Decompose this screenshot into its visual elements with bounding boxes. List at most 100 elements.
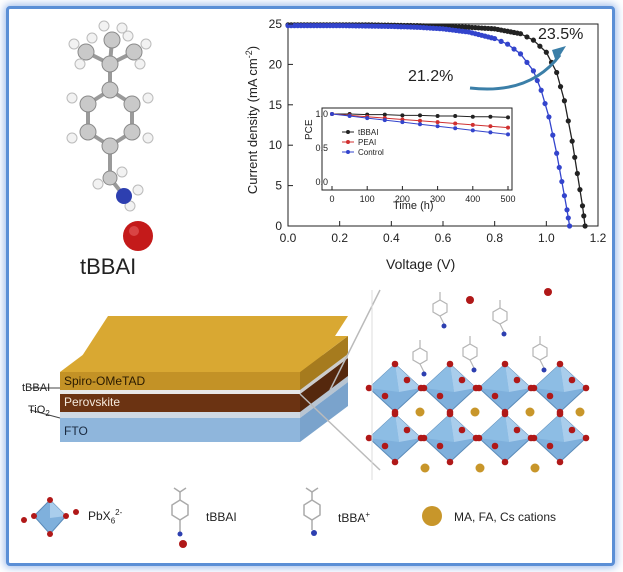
inset-legend-marker xyxy=(346,150,350,154)
jv-data-point xyxy=(504,41,511,47)
jv-data-point xyxy=(581,213,587,219)
halide-atom xyxy=(446,410,454,418)
jv-data-point xyxy=(561,193,568,199)
inset-xtick-label: 500 xyxy=(500,194,515,204)
inset-legend-marker xyxy=(346,140,350,144)
layer-tio2-text: TiO xyxy=(28,404,46,416)
jv-data-point xyxy=(492,35,498,42)
tbba-cation-icon xyxy=(303,487,321,530)
jv-xlabel: Voltage (V) xyxy=(386,256,456,272)
jv-data-point xyxy=(566,223,573,229)
halide-atom xyxy=(420,434,428,442)
inset-ytick-label: 0.5 xyxy=(315,143,328,153)
inset-xlabel: Time (h) xyxy=(393,200,434,212)
jv-data-point xyxy=(530,37,537,43)
jv-data-point xyxy=(538,87,544,93)
halide-atom xyxy=(391,458,399,466)
jv-ytick-label: 15 xyxy=(269,98,283,112)
halide-atom xyxy=(582,384,590,392)
inset-data-point xyxy=(382,112,387,117)
halide-atom xyxy=(491,442,499,450)
inset-legend-label: Control xyxy=(358,148,384,157)
jv-data-point xyxy=(577,187,583,193)
halide-atom xyxy=(501,360,509,368)
halide-atom xyxy=(513,426,521,434)
halide-atom xyxy=(568,426,576,434)
jv-data-point xyxy=(543,49,549,55)
nitrogen-atom xyxy=(421,371,427,377)
annotation-21-2: 21.2% xyxy=(408,68,454,85)
a-site-cation xyxy=(415,407,425,417)
halide-atom xyxy=(436,392,444,400)
jv-data-point xyxy=(582,223,588,229)
legend-pbx: PbX62- xyxy=(88,508,122,525)
jv-ytick-label: 25 xyxy=(269,17,283,31)
inset-xtick-label: 400 xyxy=(465,194,480,204)
inset-data-point xyxy=(418,122,422,127)
jv-data-point xyxy=(517,31,524,37)
halide-atom xyxy=(475,434,483,442)
halide-atom xyxy=(475,384,483,392)
halide-atom xyxy=(556,410,564,418)
jv-ytick-label: 20 xyxy=(269,57,283,71)
layer-spiro: Spiro-OMeTAD xyxy=(64,374,146,388)
inset-data-point xyxy=(453,126,458,131)
inset-xtick-label: 0 xyxy=(329,194,334,204)
arrow-head xyxy=(552,46,566,62)
jv-data-point xyxy=(565,118,571,124)
halide-atom xyxy=(365,434,373,442)
inset-legend-label: PEAI xyxy=(358,138,376,147)
inset-data-point xyxy=(488,114,493,119)
jv-data-point xyxy=(554,150,560,156)
inset-data-point xyxy=(400,120,405,125)
inset-data-point xyxy=(506,115,510,120)
inset-data-point xyxy=(506,132,510,137)
jv-data-point xyxy=(524,34,530,40)
nitrogen-atom xyxy=(541,367,547,373)
iodide-atom xyxy=(544,288,552,296)
inset-data-point xyxy=(435,114,440,119)
jv-data-point xyxy=(559,178,565,185)
layer-perovskite: Perovskite xyxy=(64,395,121,409)
inset-data-point xyxy=(470,122,475,127)
halide-atom xyxy=(391,410,399,418)
inset-data-point xyxy=(453,114,458,119)
layer-tio2-sub: 2 xyxy=(45,409,50,419)
jv-data-point xyxy=(557,84,564,90)
inset-data-point xyxy=(382,118,387,123)
jv-ytick-label: 0 xyxy=(275,219,282,233)
cation-icon xyxy=(422,506,442,526)
inset-data-point xyxy=(435,124,440,129)
halide-atom xyxy=(458,376,466,384)
jv-data-point xyxy=(498,38,504,44)
legend-tbba-cation: tBBA+ xyxy=(338,510,370,525)
tbbai-sketch xyxy=(532,336,548,369)
jv-data-point xyxy=(550,132,556,138)
layer-tio2: TiO2 xyxy=(28,404,50,418)
legend-tbba-text: tBBA xyxy=(338,511,366,525)
legend-tbbai: tBBAI xyxy=(206,510,237,524)
halide-atom xyxy=(381,392,389,400)
jv-data-point xyxy=(517,51,524,57)
halide-atom xyxy=(446,360,454,368)
inset-legend-label: tBBAI xyxy=(358,128,378,137)
jv-data-point xyxy=(572,154,578,160)
legend-pbx-text: PbX xyxy=(88,509,111,523)
tbbai-sketch xyxy=(432,292,448,325)
inset-data-point xyxy=(330,112,334,116)
halide-atom xyxy=(436,442,444,450)
halide-atom xyxy=(546,442,554,450)
jv-xtick-label: 1.0 xyxy=(538,231,555,245)
jv-data-point xyxy=(574,170,580,177)
inset-ytick-label: 0.0 xyxy=(315,177,328,187)
inset-data-point xyxy=(347,114,352,119)
jv-data-point xyxy=(542,100,548,107)
halide-atom xyxy=(403,426,411,434)
jv-ytick-label: 10 xyxy=(269,138,283,152)
jv-data-point xyxy=(534,77,540,84)
a-site-cation xyxy=(470,407,480,417)
efficiency-arrow xyxy=(469,54,562,91)
legend-pbx-sub: 6 xyxy=(110,516,116,526)
